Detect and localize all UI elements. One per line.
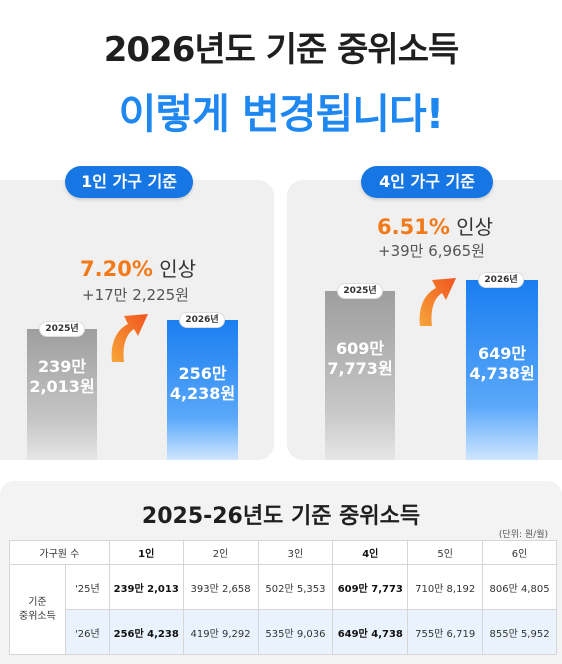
rate-label-1person: 7.20% 인상 (80, 253, 196, 282)
header-cell: 2인 (182, 540, 259, 565)
increase-arrow-icon (111, 314, 148, 362)
rate-word-1person: 인상 (159, 257, 197, 281)
chart-title-pill-4person: 4인 가구 기준 (361, 166, 493, 198)
page-title: 2026년도 기준 중위소득 (103, 30, 460, 70)
header-cell: 1인 (108, 540, 184, 565)
header-cell: 3인 (257, 540, 334, 565)
table-header-row: 가구원 수 1인 2인 3인 4인 5인 6인 (9, 540, 557, 565)
table-cell: 710만 8,192 (407, 564, 484, 610)
rate-value-4person: 6.51% (377, 215, 450, 239)
bar-2026-1person: 2026년 256만 4,238원 (167, 312, 238, 460)
header-cell: 6인 (482, 540, 557, 565)
table-cell: 535만 9,036 (257, 609, 334, 655)
table-row: '26년 256만 4,238 419만 9,292 535만 9,036 64… (9, 609, 557, 655)
diff-label-4person: +39만 6,965원 (378, 242, 485, 260)
bar-2025-4person: 2025년 609만 7,773원 (325, 283, 395, 460)
diff-label-1person: +17만 2,225원 (82, 286, 189, 304)
bar-value-label: 256만 4,238원 (169, 364, 236, 403)
table-cell: 502만 5,353 (257, 564, 334, 610)
bar-value-label: 239만 2,013원 (29, 357, 95, 396)
page-subtitle: 이렇게 변경됩니다! (118, 90, 445, 138)
table-unit: (단위: 원/월) (498, 530, 548, 540)
header-cell: 가구원 수 (9, 540, 110, 565)
rate-word-4person: 인상 (456, 215, 494, 239)
header-cell: 4인 (332, 540, 409, 565)
bar-value-label: 609만 7,773원 (327, 339, 393, 378)
table-title: 2025-26년도 기준 중위소득 (141, 504, 421, 529)
table-cell: 649만 4,738 (332, 609, 409, 655)
header-cell: 5인 (407, 540, 484, 565)
table-cell: 755만 6,719 (407, 609, 484, 655)
table-cell: 609만 7,773 (332, 564, 409, 610)
bar-value-label: 649만 4,738원 (469, 344, 535, 383)
row-group-label: 기준 중위소득 (9, 564, 66, 655)
bar-year-tag: 2025년 (337, 283, 383, 299)
bar-2025-1person: 2025년 239만 2,013원 (27, 321, 97, 460)
bar-year-tag: 2026년 (478, 272, 524, 288)
chart-panel-4person: 4인 가구 기준 6.51% 인상 +39만 6,965원 2025년 609만… (287, 166, 562, 460)
year-cell: '25년 (64, 564, 110, 610)
table-cell: 393만 2,658 (182, 564, 259, 610)
table-cell: 806만 4,805 (482, 564, 557, 610)
chart-title-pill-1person: 1인 가구 기준 (65, 166, 193, 198)
median-income-table: 가구원 수 1인 2인 3인 4인 5인 6인 기준 중위소득 '25년 239… (9, 540, 557, 655)
year-cell: '26년 (64, 609, 110, 655)
bar-year-tag: 2025년 (39, 321, 85, 337)
rate-label-4person: 6.51% 인상 (377, 211, 493, 240)
increase-arrow-icon (419, 278, 456, 326)
table-cell: 239만 2,013 (108, 564, 184, 610)
bar-year-tag: 2026년 (179, 312, 225, 328)
chart-panel-1person: 1인 가구 기준 7.20% 인상 +17만 2,225원 2025년 239만… (0, 166, 274, 460)
table-cell: 256만 4,238 (108, 609, 184, 655)
rate-value-1person: 7.20% (80, 257, 153, 281)
table-row: 기준 중위소득 '25년 239만 2,013 393만 2,658 502만 … (9, 564, 557, 655)
table-cell: 419만 9,292 (182, 609, 259, 655)
bar-2026-4person: 2026년 649만 4,738원 (466, 272, 538, 460)
table-cell: 855만 5,952 (482, 609, 557, 655)
